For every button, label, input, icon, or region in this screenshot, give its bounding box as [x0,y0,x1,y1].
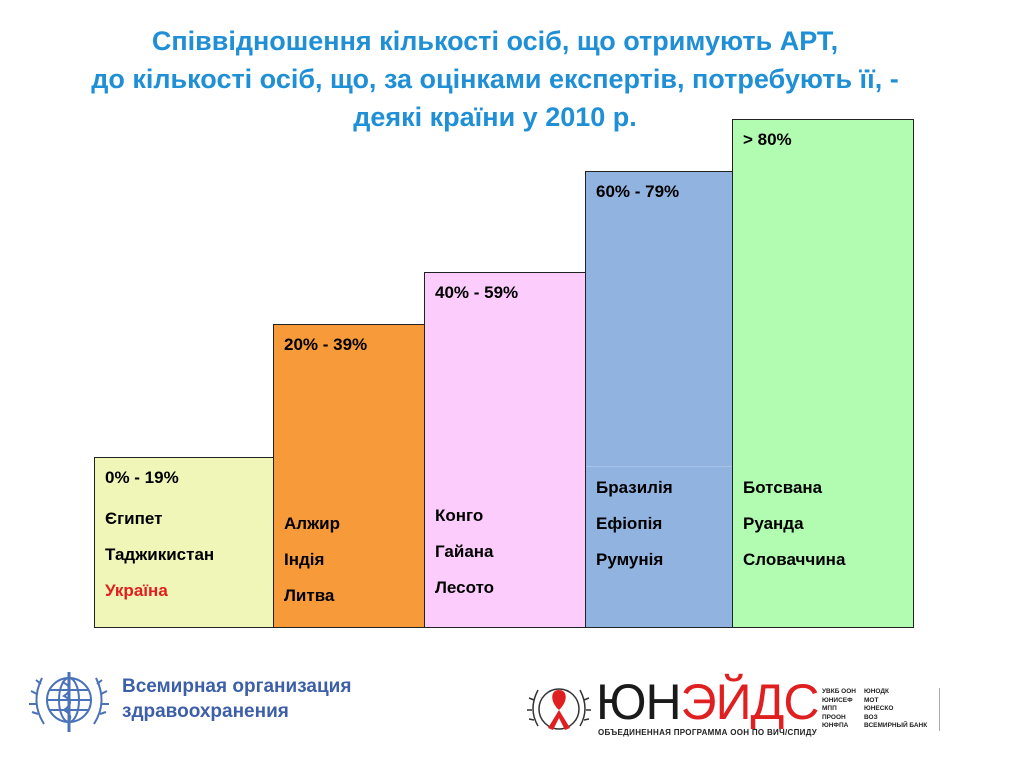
partner-name: ЮНИСЕФ [822,696,853,704]
partners-list: УВКБ ООН ЮНИСЕФ МПП ПРООН ЮНФПА ЮНОДК МОТ ЮНЕСК… [822,688,941,731]
country-name: Литва [284,586,335,605]
un-emblem-ribbon-icon [527,688,591,730]
country-name: Румунія [596,550,664,569]
bar-4-divider [586,466,732,467]
country-name: Словаччина [743,550,846,569]
country-list: Конго Гайана Лесото [435,498,595,606]
bar-range-label: 40% - 59% [435,283,519,302]
partner-name: УВКБ ООН [822,688,856,695]
bar-range-label: 60% - 79% [596,182,680,201]
country-list: Єгипет Таджикистан Україна [105,501,265,609]
country-list: Бразилія Ефіопія Румунія [596,470,756,578]
bar-4: 60% - 79% Бразилія Ефіопія Румунія [585,171,733,628]
country-name: Бразилія [596,478,673,497]
title-line-3: деякі країни у 2010 р. [353,102,637,132]
country-name: Гайана [435,542,494,561]
who-logo: Всемирная организация здравоохранения [24,662,364,740]
bar-range-label: > 80% [743,130,792,149]
bar-1: 0% - 19% Єгипет Таджикистан Україна [94,457,274,628]
chart-title: Співвідношення кількості осіб, що отриму… [0,22,990,136]
title-line-1: Співвідношення кількості осіб, що отриму… [151,26,839,56]
who-name: Всемирная организация здравоохранения [122,674,351,724]
partners-column-2: ЮНОДК МОТ ЮНЕСКО ВОЗ ВСЕМИРНЫЙ БАНК [864,688,927,731]
country-name: Індія [284,550,325,569]
title-line-2: до кількості осіб, що, за оцінками експе… [91,64,899,94]
who-emblem-icon [29,672,109,732]
bar-range-label: 0% - 19% [105,468,179,487]
bar-3: 40% - 59% Конго Гайана Лесото [424,272,586,628]
partner-name: ЮНФПА [822,722,849,729]
country-name: Україна [105,581,168,600]
unaids-subtitle: ОБЪЕДИНЕННАЯ ПРОГРАММА ООН ПО ВИЧ/СПИДУ [598,728,818,737]
bar-range-label: 20% - 39% [284,335,368,354]
country-list: Алжир Індія Литва [284,506,444,614]
unaids-logo: ЮНЭЙДС ОБЪЕДИНЕННАЯ ПРОГРАММА ООН ПО ВИЧ… [526,674,976,750]
who-name-line-1: Всемирная организация [122,676,352,697]
country-name: Конго [435,506,484,525]
country-name: Руанда [743,514,804,533]
country-name: Лесото [435,578,495,597]
country-list: Ботсвана Руанда Словаччина [743,470,903,578]
unaids-wordmark: ЮНЭЙДС [596,674,820,730]
unaids-word-black: ЮН [596,674,682,730]
country-name: Єгипет [105,509,163,528]
country-name: Алжир [284,514,340,533]
unaids-word-red: ЭЙДС [680,674,820,730]
partner-name: ЮНОДК [864,688,889,695]
who-name-line-2: здравоохранения [122,701,289,722]
country-name: Таджикистан [105,545,215,564]
partners-column-1: УВКБ ООН ЮНИСЕФ МПП ПРООН ЮНФПА [822,688,856,731]
partner-name: ВОЗ [864,713,878,721]
partner-name: ВСЕМИРНЫЙ БАНК [864,722,928,729]
partner-name: ПРООН [822,713,846,721]
staircase-bar-chart: 0% - 19% Єгипет Таджикистан Україна 20% - 39… [94,119,914,628]
bar-5: > 80% Ботсвана Руанда Словаччина [732,119,914,628]
bar-2: 20% - 39% Алжир Індія Литва [273,324,425,628]
partner-name: МОТ [864,696,879,704]
partner-name: ЮНЕСКО [864,705,894,712]
partner-name: МПП [822,705,837,712]
country-name: Ефіопія [596,514,663,533]
country-name: Ботсвана [743,478,823,497]
